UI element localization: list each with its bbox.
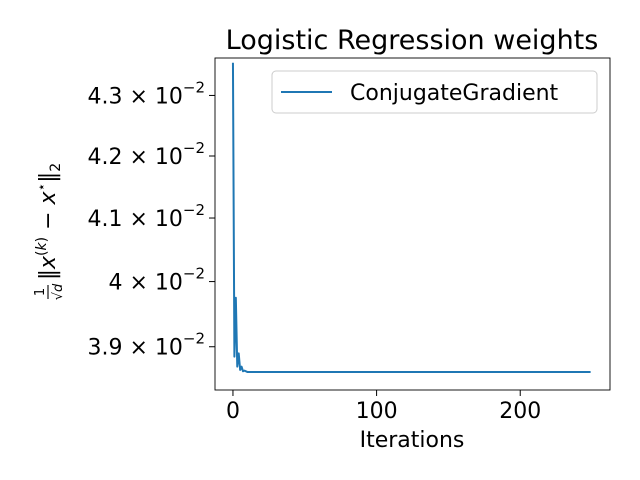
y-tick-label: 3.9 × 10−2 (87, 330, 205, 361)
x-axis-label: Iterations (360, 428, 465, 453)
legend-box (271, 70, 598, 114)
legend-label: ConjugateGradient (350, 81, 559, 106)
plot-frame (214, 57, 611, 391)
x-tick-label: 0 (226, 399, 240, 424)
y-label-fraction-numerator: 1 (33, 288, 48, 296)
series-line-0 (231, 62, 591, 373)
axis-ticks: 0 100 200 3.9 × 10−2 4 × 10−2 4.1 × 10−2 4.2 ×… (87, 78, 541, 424)
y-tick-label: 4.3 × 10−2 (87, 78, 205, 109)
y-axis-label: 1 √d ‖x(k) − x⋆‖2 (33, 163, 66, 301)
legend: ConjugateGradient (271, 70, 598, 114)
y-tick-label: 4.1 × 10−2 (87, 201, 205, 232)
plot-marks (231, 62, 591, 373)
x-tick-label: 100 (356, 399, 398, 424)
x-tick-label: 200 (499, 399, 541, 424)
chart-title: Logistic Regression weights (226, 25, 599, 56)
y-tick-label: 4 × 10−2 (108, 265, 205, 296)
y-label-fraction-denominator: √d (51, 283, 66, 300)
y-tick-label: 4.2 × 10−2 (87, 139, 205, 170)
y-label-norm: ‖x(k) − x⋆‖2 (34, 163, 64, 280)
